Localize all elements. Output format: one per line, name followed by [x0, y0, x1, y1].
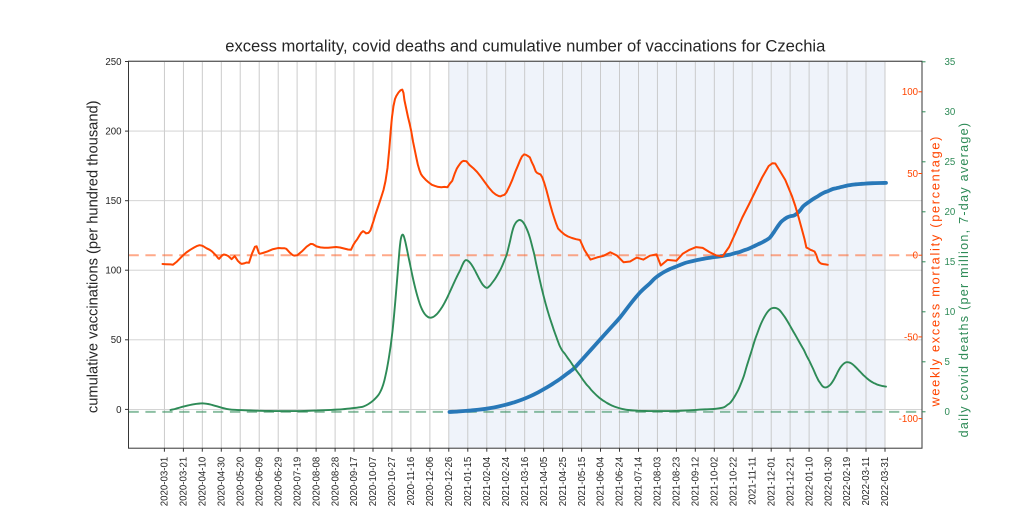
svg-text:35: 35: [945, 57, 956, 68]
svg-text:2020-12-26: 2020-12-26: [444, 457, 455, 507]
svg-text:2022-03-31: 2022-03-31: [880, 457, 891, 507]
svg-text:2021-12-21: 2021-12-21: [785, 457, 796, 507]
svg-text:0: 0: [116, 405, 122, 416]
svg-text:2020-10-27: 2020-10-27: [387, 457, 398, 507]
svg-text:2020-06-09: 2020-06-09: [254, 457, 265, 507]
svg-text:2022-01-10: 2022-01-10: [804, 456, 815, 506]
svg-text:2021-05-15: 2021-05-15: [577, 457, 588, 507]
svg-text:2021-06-24: 2021-06-24: [615, 456, 626, 506]
svg-text:2020-07-19: 2020-07-19: [292, 457, 303, 507]
svg-text:2020-06-29: 2020-06-29: [273, 457, 284, 507]
svg-text:cumulative vaccinations (per h: cumulative vaccinations (per hundred tho…: [86, 100, 102, 413]
svg-text:2022-01-30: 2022-01-30: [823, 456, 834, 506]
svg-text:2021-10-22: 2021-10-22: [729, 457, 740, 507]
svg-text:2021-09-12: 2021-09-12: [691, 457, 702, 507]
svg-text:100: 100: [902, 87, 919, 98]
svg-text:50: 50: [907, 169, 918, 180]
svg-text:2020-05-20: 2020-05-20: [235, 456, 246, 506]
svg-text:excess mortality, covid deaths: excess mortality, covid deaths and cumul…: [225, 37, 826, 56]
svg-text:2020-04-30: 2020-04-30: [217, 456, 228, 506]
svg-text:0: 0: [913, 251, 919, 262]
svg-text:2022-02-19: 2022-02-19: [842, 457, 853, 507]
svg-text:2021-07-14: 2021-07-14: [634, 456, 645, 506]
svg-text:2021-02-24: 2021-02-24: [501, 456, 512, 506]
svg-text:2021-02-04: 2021-02-04: [482, 456, 493, 506]
svg-text:weekly excess mortality (perce: weekly excess mortality (percentage): [928, 135, 942, 408]
svg-text:2021-03-16: 2021-03-16: [520, 457, 531, 507]
svg-text:0: 0: [945, 407, 951, 418]
svg-text:-100: -100: [899, 414, 919, 425]
svg-text:50: 50: [111, 335, 122, 346]
svg-text:30: 30: [945, 107, 956, 118]
svg-text:2020-04-10: 2020-04-10: [198, 456, 209, 506]
svg-text:2021-08-03: 2021-08-03: [653, 457, 664, 507]
svg-text:150: 150: [105, 196, 122, 207]
svg-text:2020-03-01: 2020-03-01: [160, 457, 171, 507]
svg-text:2021-04-25: 2021-04-25: [558, 457, 569, 507]
svg-text:250: 250: [105, 57, 122, 68]
svg-text:2020-12-06: 2020-12-06: [425, 457, 436, 507]
svg-text:2020-08-08: 2020-08-08: [311, 457, 322, 507]
svg-text:2021-06-04: 2021-06-04: [596, 456, 607, 506]
svg-text:2020-03-21: 2020-03-21: [179, 457, 190, 507]
svg-text:2021-10-02: 2021-10-02: [710, 457, 721, 507]
svg-text:daily covid deaths (per millio: daily covid deaths (per million, 7-day a…: [957, 122, 971, 438]
svg-text:2021-04-05: 2021-04-05: [539, 457, 550, 507]
svg-text:2021-11-11: 2021-11-11: [747, 457, 758, 505]
svg-text:2020-08-28: 2020-08-28: [330, 457, 341, 507]
svg-text:25: 25: [945, 157, 956, 168]
svg-text:10: 10: [945, 307, 956, 318]
svg-text:5: 5: [945, 357, 950, 368]
svg-text:15: 15: [945, 257, 956, 268]
svg-text:100: 100: [105, 266, 122, 277]
svg-text:2020-09-17: 2020-09-17: [349, 457, 360, 507]
svg-text:2021-08-23: 2021-08-23: [672, 457, 683, 507]
svg-text:2022-03-11: 2022-03-11: [861, 457, 872, 506]
svg-text:-50: -50: [904, 332, 919, 343]
svg-text:2021-12-01: 2021-12-01: [766, 457, 777, 507]
svg-text:200: 200: [105, 127, 122, 138]
svg-text:2021-01-15: 2021-01-15: [463, 457, 474, 507]
svg-text:2020-11-16: 2020-11-16: [406, 457, 417, 506]
svg-text:20: 20: [945, 207, 956, 218]
svg-text:2020-10-07: 2020-10-07: [368, 457, 379, 507]
